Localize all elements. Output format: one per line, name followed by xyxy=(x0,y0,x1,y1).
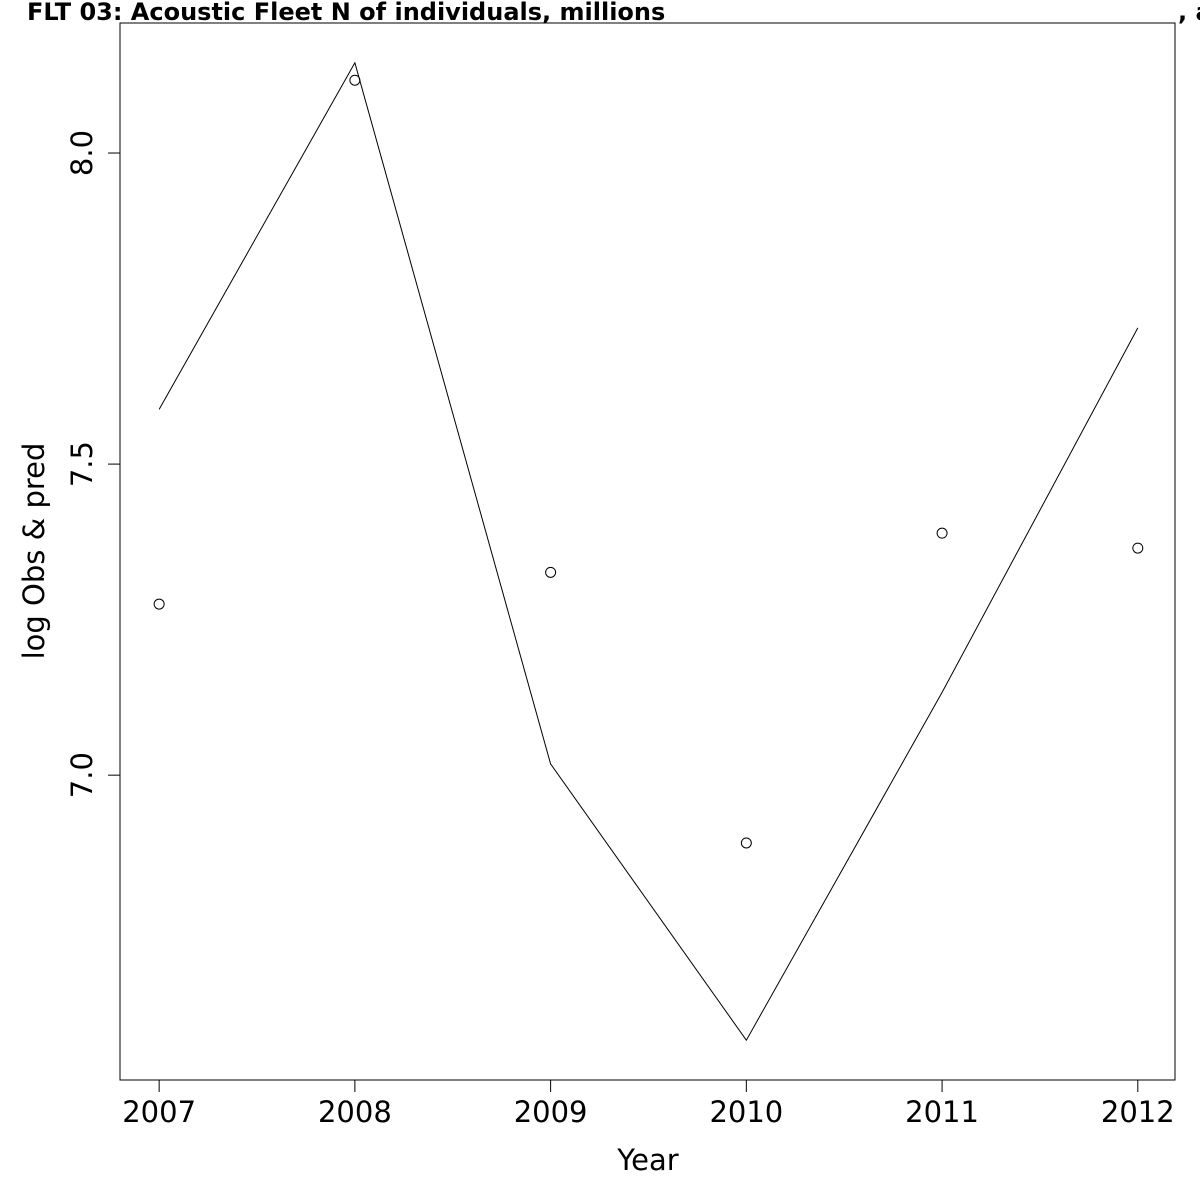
y-tick-label: 8.0 xyxy=(65,130,99,176)
pred-line xyxy=(158,61,1139,1042)
chart-title: FLT 03: Acoustic Fleet N of individuals,… xyxy=(27,0,665,26)
y-tick-label: 7.5 xyxy=(65,441,99,487)
x-tick-label: 2011 xyxy=(905,1095,979,1129)
obs-point xyxy=(740,837,752,849)
y-tick-label: 7.0 xyxy=(65,752,99,798)
obs-point xyxy=(349,74,361,86)
obs-point xyxy=(1132,542,1144,554)
x-axis-label: Year xyxy=(616,1143,678,1177)
x-tick-label: 2007 xyxy=(122,1095,196,1129)
x-tick-label: 2010 xyxy=(709,1095,783,1129)
x-tick-label: 2009 xyxy=(514,1095,588,1129)
x-tick-label: 2012 xyxy=(1101,1095,1175,1129)
obs-point xyxy=(936,527,948,539)
chart-subtitle: , a xyxy=(1178,0,1200,26)
x-tick-label: 2008 xyxy=(318,1095,392,1129)
obs-point xyxy=(545,566,557,578)
y-axis-label: log Obs & pred xyxy=(17,443,51,660)
obs-point xyxy=(153,598,165,610)
